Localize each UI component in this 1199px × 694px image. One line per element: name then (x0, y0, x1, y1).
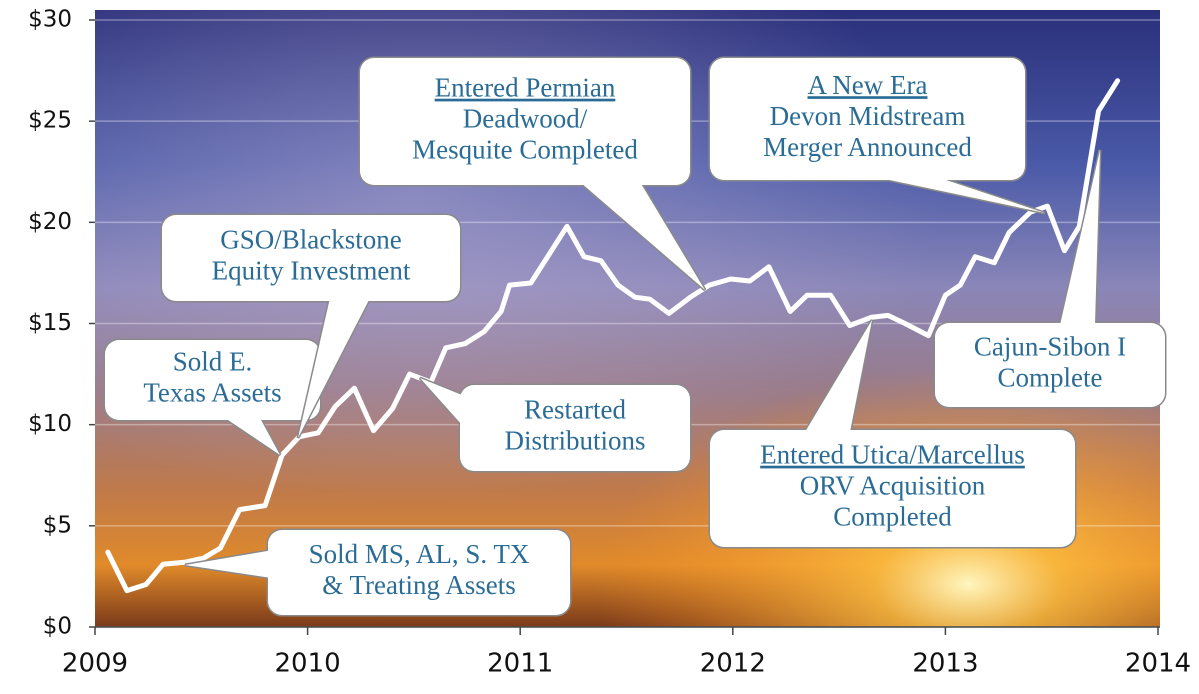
callout-text: Complete (998, 363, 1103, 393)
chart: $0 $5 $10 $15 $20 $25 $30 2009 2010 2011 2012 2013 2… (0, 0, 1199, 694)
x-tick-label: 2010 (275, 649, 341, 679)
y-tick-label: $5 (43, 512, 72, 538)
callout-text: ORV Acquisition (800, 471, 986, 501)
x-tick-label: 2013 (912, 649, 978, 679)
y-tick-label: $10 (28, 411, 72, 437)
y-tick-label: $30 (28, 7, 72, 33)
callout-text: Restarted (524, 395, 626, 425)
callout-text: Equity Investment (212, 256, 411, 286)
y-tick-label: $15 (28, 310, 72, 336)
y-tick-label: $20 (28, 209, 72, 235)
callout-text: GSO/Blackstone (220, 225, 402, 255)
x-tick-label: 2012 (700, 649, 766, 679)
callout-text: & Treating Assets (322, 570, 516, 600)
callout-text: Cajun-Sibon I (974, 332, 1126, 362)
y-tick-label: $0 (43, 614, 72, 640)
x-tick-label: 2009 (62, 649, 128, 679)
callout-text: Sold E. (173, 347, 253, 377)
callout-text: Mesquite Completed (412, 135, 638, 165)
callout-text: Distributions (504, 426, 645, 456)
callout-text: Entered Permian (435, 73, 616, 103)
callout-text: Deadwood/ (463, 104, 588, 134)
callout-text: Completed (833, 502, 952, 532)
callout-text: Sold MS, AL, S. TX (309, 539, 530, 569)
callout-text: Devon Midstream (770, 101, 966, 131)
x-tick-label: 2014 (1125, 649, 1191, 679)
y-tick-label: $25 (28, 108, 72, 134)
x-tick-label: 2011 (487, 649, 553, 679)
callout-text: Entered Utica/Marcellus (760, 440, 1025, 470)
callout-text: A New Era (808, 70, 928, 100)
callout-text: Merger Announced (763, 132, 972, 162)
callout-text: Texas Assets (143, 378, 281, 408)
